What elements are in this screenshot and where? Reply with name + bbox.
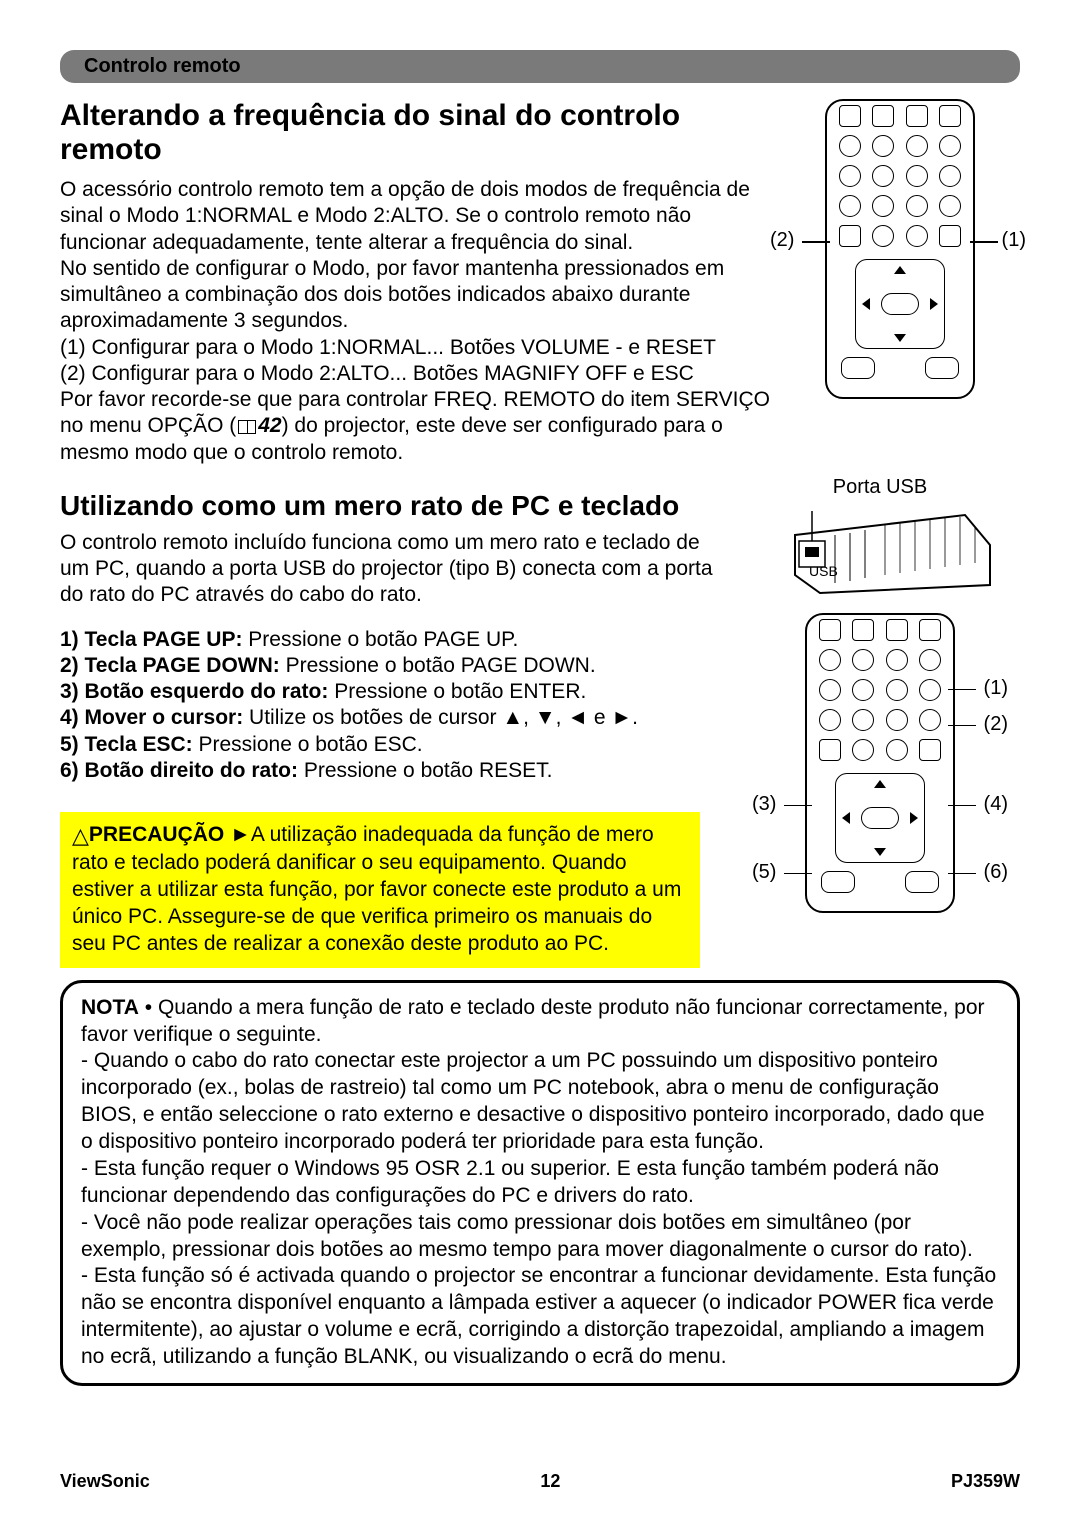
- remote-control-drawing: [825, 99, 975, 399]
- page-footer: ViewSonic 12 PJ359W: [60, 1471, 1020, 1492]
- remote-figure-1: (2) (1): [780, 99, 1020, 466]
- section2-list: 1) Tecla PAGE UP: Pressione o botão PAGE…: [60, 627, 730, 785]
- section1-p2: No sentido de configurar o Modo, por fav…: [60, 256, 770, 335]
- list-item-3: 3) Botão esquerdo do rato: Pressione o b…: [60, 679, 730, 705]
- section1-title: Alterando a frequência do sinal do contr…: [60, 99, 770, 167]
- nota-lead-text: • Quando a mera função de rato e teclado…: [81, 996, 985, 1046]
- callout2-4: (4): [984, 793, 1008, 816]
- nota-lead: NOTA • Quando a mera função de rato e te…: [81, 995, 999, 1049]
- usb-small-label: USB: [809, 563, 838, 579]
- section2-body: O controlo remoto incluído funciona como…: [60, 530, 730, 609]
- callout-2: (2): [770, 229, 794, 252]
- nota-b1: - Quando o cabo do rato conectar este pr…: [81, 1048, 999, 1156]
- item3-text: Pressione o botão ENTER.: [328, 680, 586, 703]
- nota-b2: - Esta função requer o Windows 95 OSR 2.…: [81, 1156, 999, 1210]
- caution-box: △PRECAUÇÃO ►A utilização inadequada da f…: [60, 812, 700, 968]
- nota-box: NOTA • Quando a mera função de rato e te…: [60, 980, 1020, 1386]
- item5-text: Pressione o botão ESC.: [193, 733, 423, 756]
- remote-control-drawing-2: [805, 613, 955, 913]
- list-item-6: 6) Botão direito do rato: Pressione o bo…: [60, 758, 730, 784]
- item1-bold: 1) Tecla PAGE UP:: [60, 628, 242, 651]
- item2-text: Pressione o botão PAGE DOWN.: [280, 654, 596, 677]
- projector-svg: [765, 505, 995, 595]
- section1-body: O acessório controlo remoto tem a opção …: [60, 177, 770, 466]
- item6-bold: 6) Botão direito do rato:: [60, 759, 298, 782]
- callout2-3: (3): [752, 793, 776, 816]
- item5-bold: 5) Tecla ESC:: [60, 733, 193, 756]
- item2-bold: 2) Tecla PAGE DOWN:: [60, 654, 280, 677]
- section-header-text: Controlo remoto: [84, 55, 241, 77]
- item3-bold: 3) Botão esquerdo do rato:: [60, 680, 328, 703]
- item4-bold: 4) Mover o cursor:: [60, 706, 243, 729]
- footer-page-number: 12: [540, 1471, 560, 1492]
- section1-p3: Por favor recorde-se que para controlar …: [60, 387, 770, 466]
- item1-text: Pressione o botão PAGE UP.: [242, 628, 518, 651]
- callout2-2: (2): [984, 713, 1008, 736]
- list-item-1: 1) Tecla PAGE UP: Pressione o botão PAGE…: [60, 627, 730, 653]
- list-item-5: 5) Tecla ESC: Pressione o botão ESC.: [60, 732, 730, 758]
- list-item-2: 2) Tecla PAGE DOWN: Pressione o botão PA…: [60, 653, 730, 679]
- callout-1: (1): [1002, 229, 1026, 252]
- section1-li1: (1) Configurar para o Modo 1:NORMAL... B…: [60, 335, 770, 361]
- footer-right: PJ359W: [951, 1471, 1020, 1492]
- item6-text: Pressione o botão RESET.: [298, 759, 552, 782]
- callout2-1: (1): [984, 677, 1008, 700]
- projector-drawing: USB: [765, 505, 995, 595]
- item4-text: Utilize os botões de cursor ▲, ▼, ◄ e ►.: [243, 706, 638, 729]
- section1-ref: 42: [258, 414, 281, 437]
- footer-left: ViewSonic: [60, 1471, 150, 1492]
- section1-p1: O acessório controlo remoto tem a opção …: [60, 177, 770, 256]
- list-item-4: 4) Mover o cursor: Utilize os botões de …: [60, 705, 730, 731]
- callout2-6: (6): [984, 861, 1008, 884]
- nota-label: NOTA: [81, 996, 139, 1019]
- section2-title: Utilizando como um mero rato de PC e tec…: [60, 490, 679, 522]
- section1-li2: (2) Configurar para o Modo 2:ALTO... Bot…: [60, 361, 770, 387]
- section2-p1: O controlo remoto incluído funciona como…: [60, 530, 730, 609]
- caution-label: PRECAUÇÃO: [89, 823, 224, 846]
- section-header-pill: Controlo remoto: [60, 50, 1020, 83]
- usb-port-label: Porta USB: [740, 476, 1020, 499]
- warning-icon: △: [72, 822, 89, 850]
- nota-b3: - Você não pode realizar operações tais …: [81, 1210, 999, 1264]
- callout2-5: (5): [752, 861, 776, 884]
- book-icon: [238, 420, 256, 434]
- nota-b4: - Esta função só é activada quando o pro…: [81, 1263, 999, 1371]
